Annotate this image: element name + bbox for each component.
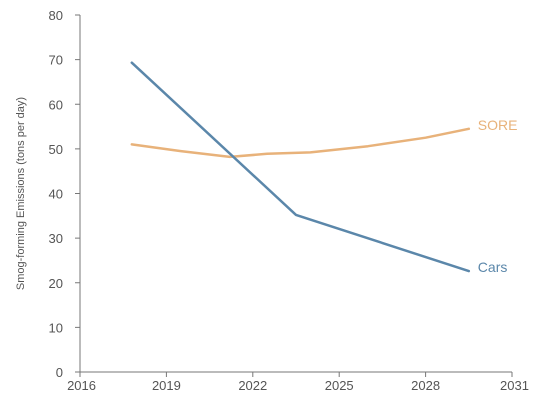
x-tick-label: 2031 bbox=[500, 378, 529, 393]
y-tick-label: 70 bbox=[49, 53, 63, 68]
y-tick-label: 30 bbox=[49, 231, 63, 246]
x-axis-ticks: 2016 2019 2022 2025 2028 2031 bbox=[67, 372, 529, 393]
series-label-sore: SORE bbox=[478, 117, 518, 133]
y-tick-label: 60 bbox=[49, 97, 63, 112]
series-label-cars: Cars bbox=[478, 259, 508, 275]
chart-axes bbox=[79, 15, 512, 373]
y-tick-label: 40 bbox=[49, 187, 63, 202]
y-tick-label: 80 bbox=[49, 8, 63, 23]
x-tick-label: 2025 bbox=[325, 378, 354, 393]
series-line-cars bbox=[130, 61, 471, 273]
y-tick-label: 0 bbox=[56, 365, 63, 380]
x-tick-label: 2019 bbox=[152, 378, 181, 393]
chart-series: SORE Cars bbox=[130, 61, 518, 275]
x-tick-label: 2022 bbox=[238, 378, 267, 393]
y-tick-label: 50 bbox=[49, 142, 63, 157]
y-axis-title: Smog-forming Emissions (tons per day) bbox=[15, 97, 27, 290]
series-line-sore bbox=[130, 127, 471, 159]
x-tick-label: 2016 bbox=[67, 378, 96, 393]
y-axis-ticks: 0 10 20 30 40 50 60 70 80 bbox=[49, 8, 80, 380]
y-tick-label: 20 bbox=[49, 276, 63, 291]
y-tick-label: 10 bbox=[49, 320, 63, 335]
x-tick-label: 2028 bbox=[411, 378, 440, 393]
